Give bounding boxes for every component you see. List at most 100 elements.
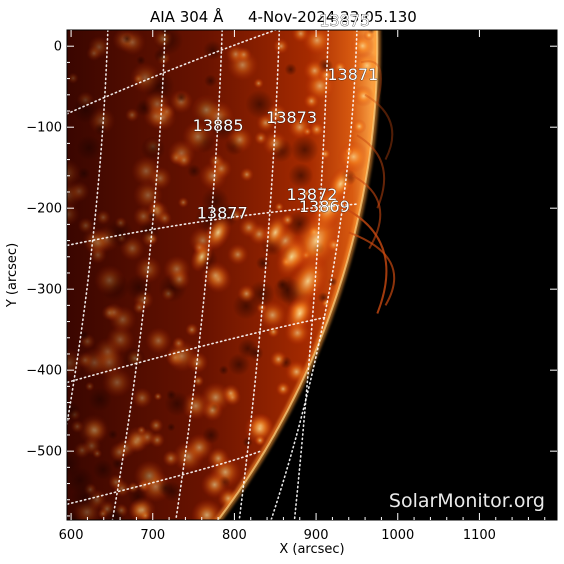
bright-plage-patch [125, 108, 140, 122]
bright-plage-patch [308, 121, 325, 138]
bright-plage-patch [226, 126, 253, 153]
grid-longitude-line [67, 30, 109, 429]
dark-filament-patch [328, 277, 338, 287]
bright-plage-patch [82, 436, 102, 456]
bright-plage-patch [78, 414, 109, 446]
title-instrument: AIA 304 Å [150, 7, 224, 26]
bright-plage-patch [351, 119, 367, 134]
dark-filament-patch [147, 211, 158, 222]
bright-plage-patch [191, 94, 222, 126]
bright-plage-patch [302, 189, 311, 198]
bright-plage-patch [101, 304, 118, 321]
credit-watermark: SolarMonitor.org [389, 490, 545, 512]
bright-plage-patch [235, 46, 252, 63]
coronal-loop [356, 134, 386, 209]
bright-plage-patch [67, 180, 82, 210]
coronal-loop [360, 60, 382, 104]
title-datetime: 4-Nov-2024 23:05.130 [248, 8, 417, 26]
solar-disk-image: SolarMonitor.org [67, 30, 545, 520]
bright-plage-patch [237, 284, 256, 303]
dark-filament-patch [218, 365, 229, 375]
dark-filament-patch [288, 163, 314, 188]
bright-plage-patch [254, 434, 266, 447]
bright-plage-patch [95, 209, 111, 225]
bright-plage-patch [287, 114, 313, 140]
coronal-loop [348, 231, 396, 306]
dark-filament-patch [176, 92, 187, 103]
grid-latitude-line [67, 316, 326, 384]
x-tick-label: 800 [222, 528, 247, 543]
axis-ticks [67, 30, 557, 520]
dark-filament-patch [167, 423, 176, 432]
grid-latitude-line [67, 203, 358, 247]
bright-plage-patch [94, 264, 125, 296]
bright-plage-patch [191, 499, 223, 520]
bright-plage-patch [273, 38, 290, 55]
bright-plage-patch [344, 146, 354, 156]
bright-plage-patch [168, 268, 191, 291]
chromosphere-texture [67, 30, 378, 520]
dark-filament-patch [227, 353, 250, 376]
y-axis-label: Y (arcsec) [5, 243, 20, 308]
dark-filament-patch [94, 122, 107, 136]
axis-tick-labels: 600 700 800 900 1000 1100 0 −100 −200 −300 −400 −50… [26, 40, 496, 543]
bright-plage-patch [84, 381, 95, 392]
dark-filament-patch [71, 484, 99, 511]
dark-filament-patch [290, 135, 319, 164]
bright-plage-patch [166, 340, 198, 372]
dark-filament-patch [187, 164, 201, 178]
active-region-emission [283, 292, 316, 335]
bright-plage-patch [207, 447, 230, 470]
bright-plage-patch [274, 202, 285, 212]
bright-plage-patch [221, 383, 241, 403]
grid-latitude-line [67, 30, 279, 115]
grid-longitude-line [293, 30, 330, 520]
dark-filament-patch [88, 387, 112, 412]
prominence-loops [344, 60, 396, 314]
bright-plage-patch [86, 45, 102, 61]
dark-filament-patch [77, 167, 91, 180]
active-region-label: 13871 [327, 65, 378, 84]
x-tick-label: 1000 [381, 528, 414, 543]
bright-plage-patch [177, 196, 189, 208]
dark-filament-patch [204, 74, 218, 88]
bright-plage-patch [144, 90, 171, 118]
dark-filament-patch [237, 338, 258, 359]
bright-plage-patch [129, 62, 161, 94]
y-tick-label: −200 [26, 202, 62, 217]
bright-plage-patch [162, 450, 180, 467]
bright-plage-patch [262, 130, 288, 157]
dark-filament-patch [105, 219, 134, 248]
dark-filament-patch [125, 274, 152, 301]
coronal-loop [364, 93, 394, 161]
bright-plage-patch [147, 234, 158, 245]
y-tick-label: −400 [26, 364, 62, 379]
bright-plage-patch [201, 399, 224, 422]
bright-plage-patch [244, 413, 276, 445]
bright-plage-patch [352, 85, 375, 107]
bright-plage-patch [108, 474, 125, 491]
bright-plage-patch [76, 351, 94, 369]
bright-plage-patch [200, 471, 229, 499]
active-region-emission [275, 235, 308, 278]
coronal-loop [344, 207, 388, 314]
dark-filament-patch [162, 481, 183, 502]
bright-plage-patch [133, 460, 166, 492]
active-region-label: 13885 [193, 116, 244, 135]
heliographic-grid [67, 30, 358, 520]
y-tick-label: −300 [26, 283, 62, 298]
dark-filament-patch [122, 33, 133, 44]
bright-plage-patch [239, 167, 254, 182]
bright-plage-patch [363, 30, 375, 41]
limb-edge [216, 30, 379, 520]
active-region-label: 13873 [266, 108, 317, 127]
x-tick-label: 600 [59, 528, 84, 543]
active-region-label: 13869 [299, 197, 350, 216]
y-tick-label: −100 [26, 121, 62, 136]
bright-plage-patch [129, 496, 156, 520]
dark-filament-patch [140, 136, 166, 162]
bright-plage-patch [201, 261, 230, 290]
bright-plage-patch [77, 217, 94, 234]
y-tick-label: −500 [26, 445, 62, 460]
